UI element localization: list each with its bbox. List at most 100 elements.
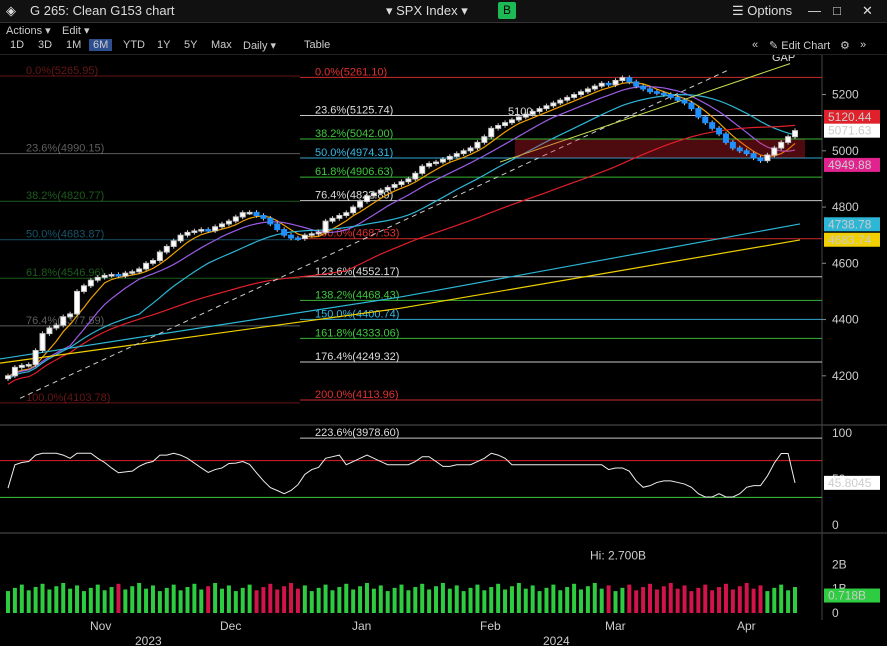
range-1d[interactable]: 1D: [10, 39, 25, 51]
candle: [598, 82, 605, 87]
fib-label: 61.8%(4906.63): [315, 166, 393, 178]
fib-label: 138.2%(4468.43): [315, 289, 399, 301]
range-6m[interactable]: 6M: [89, 39, 113, 51]
volume-bar: [233, 591, 238, 613]
candle: [522, 113, 529, 118]
volume-bar: [26, 590, 31, 613]
range-1m[interactable]: 1M: [66, 39, 82, 51]
candle: [39, 333, 46, 351]
volume-bar: [509, 586, 514, 613]
candle: [412, 172, 419, 180]
range-bar: 1D 3D 1M 6M YTD 1Y 5Y Max Daily ▾ Table …: [0, 38, 887, 55]
candle: [108, 274, 115, 277]
candle: [156, 251, 163, 261]
diamond-icon[interactable]: ◈: [6, 3, 16, 18]
range-3d[interactable]: 3D: [38, 39, 53, 51]
candle: [177, 234, 184, 242]
volume-bar: [648, 583, 653, 613]
volume-bar: [427, 589, 432, 613]
table-toggle[interactable]: Table: [304, 39, 331, 51]
volume-bar: [150, 585, 155, 613]
candle: [129, 271, 136, 274]
candle: [322, 220, 329, 233]
edit-chart-button[interactable]: ✎ Edit Chart: [769, 40, 831, 52]
candle: [667, 94, 674, 98]
volume-bar: [772, 587, 777, 613]
candle: [502, 122, 509, 126]
candle: [87, 279, 94, 287]
candle: [640, 85, 647, 90]
settings-icon[interactable]: ⚙: [840, 40, 850, 52]
range-ytd[interactable]: YTD: [123, 39, 145, 51]
candle: [785, 136, 792, 143]
collapse-icon[interactable]: «: [752, 39, 759, 51]
candle: [191, 230, 198, 233]
candle: [722, 133, 729, 143]
actions-menu[interactable]: Actions ▾: [6, 25, 51, 37]
minimize-icon[interactable]: —: [808, 3, 821, 18]
price-tag: [824, 123, 880, 138]
volume-bar: [496, 583, 501, 613]
range-1y[interactable]: 1Y: [157, 39, 171, 51]
volume-bar: [12, 587, 17, 613]
chart-canvas[interactable]: 0.0%(5261.10) 23.6%(5125.74) 38.2%(5042.00…: [0, 55, 887, 646]
volume-bar: [164, 587, 169, 613]
candle: [647, 88, 654, 93]
fib-label: 200.0%(4113.96): [315, 389, 399, 401]
window-icon[interactable]: □: [833, 3, 841, 18]
volume-bar: [730, 589, 735, 613]
volume-bar: [710, 590, 715, 613]
volume-bar: [295, 588, 300, 613]
volume-bar: [171, 584, 176, 613]
candle: [294, 237, 301, 240]
candle: [115, 274, 122, 277]
candle: [301, 234, 308, 240]
osc-line: [7, 452, 796, 498]
candle: [212, 226, 219, 232]
candle: [729, 141, 736, 149]
range-max[interactable]: Max: [211, 39, 232, 51]
candle: [453, 153, 460, 157]
candle: [60, 316, 67, 326]
volume-bar: [516, 582, 521, 613]
candle: [205, 229, 212, 232]
volume-bar: [378, 585, 383, 613]
candle: [350, 206, 357, 214]
price-tag-label: 4683.74: [828, 233, 872, 247]
candle: [626, 77, 633, 83]
month-label: Nov: [90, 619, 111, 633]
volume-bar: [316, 587, 321, 613]
ticker-badge[interactable]: B: [498, 2, 516, 19]
price-tag-label: 4738.78: [828, 217, 872, 231]
candle: [274, 223, 281, 231]
candle: [757, 157, 764, 162]
candle: [674, 96, 681, 101]
volume-bar: [88, 587, 93, 613]
volume-bar: [537, 591, 542, 613]
candle: [660, 92, 667, 96]
volume-bar: [68, 588, 73, 613]
ticker-field[interactable]: ▾ SPX Index ▾: [386, 3, 468, 18]
candle: [750, 153, 757, 159]
volume-bar: [703, 584, 708, 613]
volume-bar: [309, 591, 314, 613]
volume-bar: [482, 590, 487, 613]
candle: [74, 290, 81, 315]
candle: [515, 116, 522, 121]
volume-bar: [592, 582, 597, 613]
range-5y[interactable]: 5Y: [184, 39, 198, 51]
edit-menu[interactable]: Edit ▾: [62, 25, 90, 37]
options-button[interactable]: ☰ Options: [732, 3, 793, 18]
volume-bar: [654, 589, 659, 613]
candle: [619, 77, 626, 81]
month-label: Mar: [605, 619, 626, 633]
volume-bar: [765, 591, 770, 613]
close-icon[interactable]: ✕: [862, 3, 873, 18]
candle: [288, 234, 295, 239]
expand-icon[interactable]: »: [860, 39, 867, 51]
osc-tick-label: 100: [832, 426, 852, 440]
candle: [170, 240, 177, 247]
interval-select[interactable]: Daily ▾: [243, 40, 277, 52]
candle: [584, 88, 591, 93]
volume-bar: [54, 586, 59, 613]
